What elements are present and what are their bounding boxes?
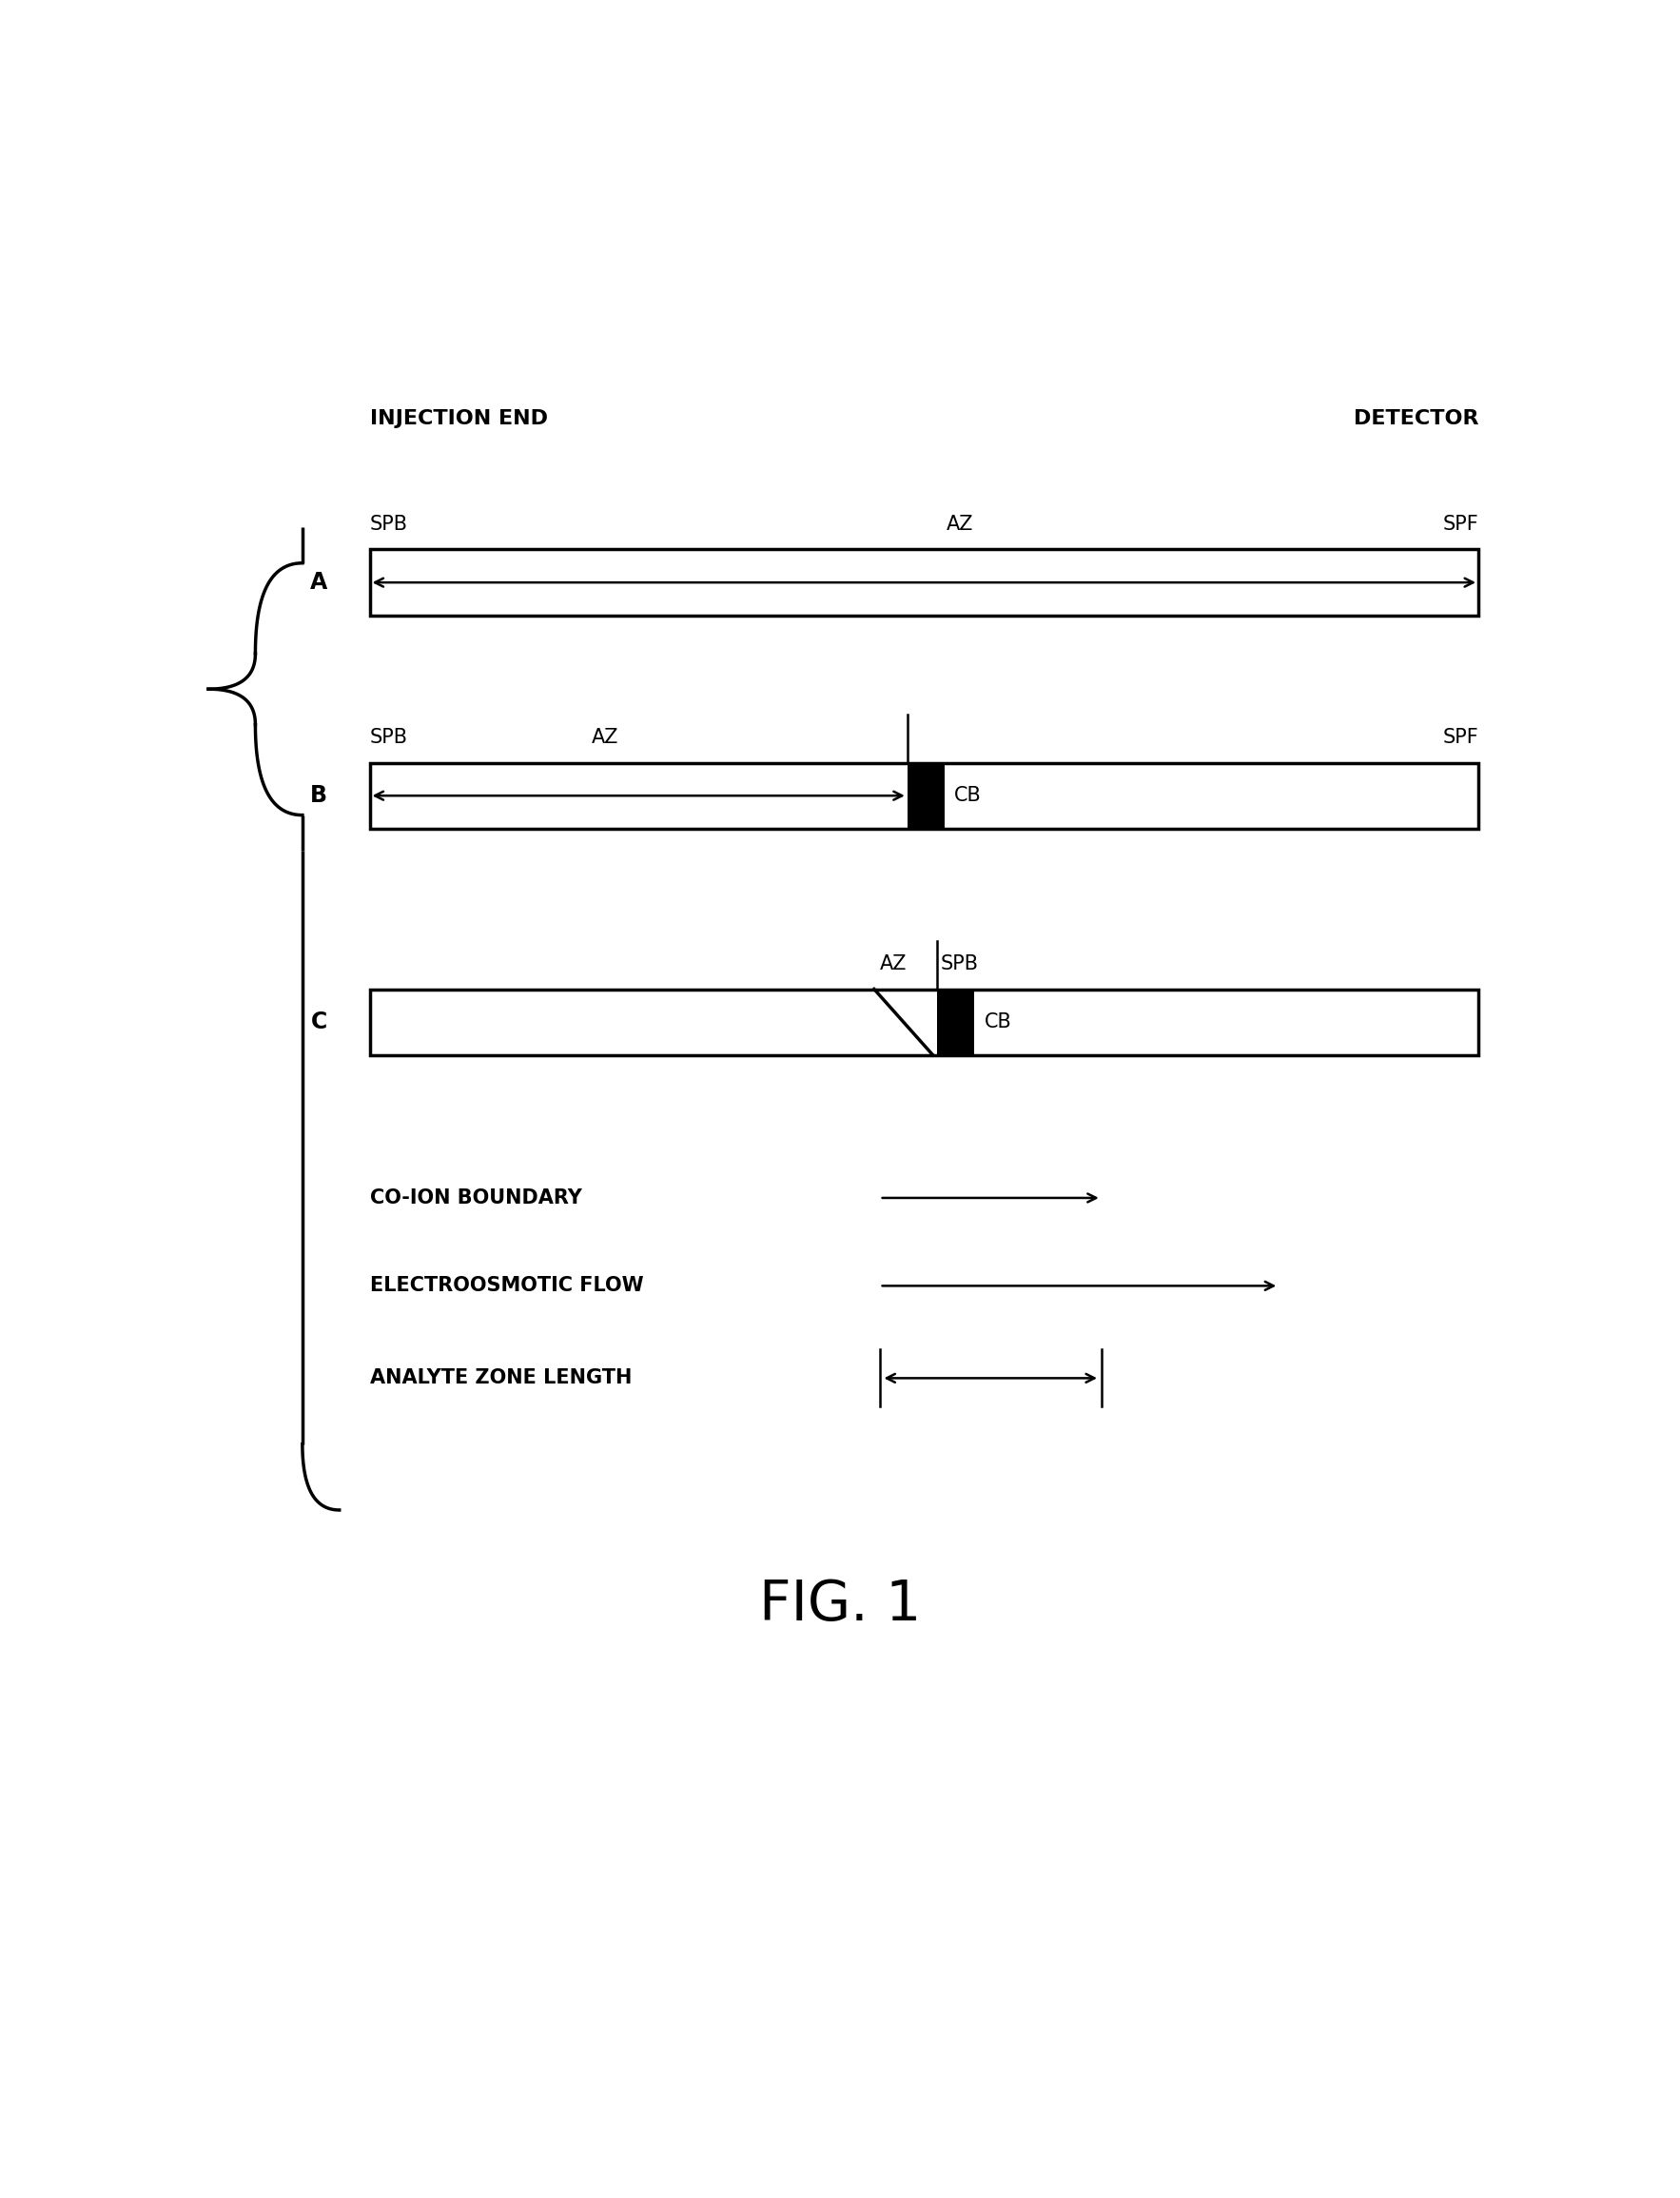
Bar — [370, 763, 1478, 829]
Text: ANALYTE ZONE LENGTH: ANALYTE ZONE LENGTH — [370, 1369, 632, 1387]
Text: SPF: SPF — [1443, 728, 1478, 747]
Text: SPB: SPB — [370, 728, 408, 747]
Bar — [370, 989, 1478, 1055]
Bar — [907, 763, 944, 829]
Text: A: A — [311, 571, 328, 593]
Bar — [937, 989, 974, 1055]
Text: AZ: AZ — [591, 728, 618, 747]
Text: ELECTROOSMOTIC FLOW: ELECTROOSMOTIC FLOW — [370, 1277, 643, 1295]
Text: INJECTION END: INJECTION END — [370, 409, 548, 429]
Text: DETECTOR: DETECTOR — [1354, 409, 1478, 429]
Text: AZ: AZ — [946, 514, 973, 534]
Text: CO-ION BOUNDARY: CO-ION BOUNDARY — [370, 1189, 581, 1207]
Text: SPB: SPB — [941, 954, 979, 974]
Text: SPB: SPB — [370, 514, 408, 534]
Text: AZ: AZ — [880, 954, 907, 974]
Text: C: C — [311, 1011, 328, 1033]
Text: B: B — [311, 785, 328, 807]
Text: FIG. 1: FIG. 1 — [759, 1578, 921, 1631]
Text: CB: CB — [984, 1013, 1011, 1031]
Bar — [370, 550, 1478, 615]
Text: CB: CB — [954, 787, 981, 804]
Text: SPF: SPF — [1443, 514, 1478, 534]
